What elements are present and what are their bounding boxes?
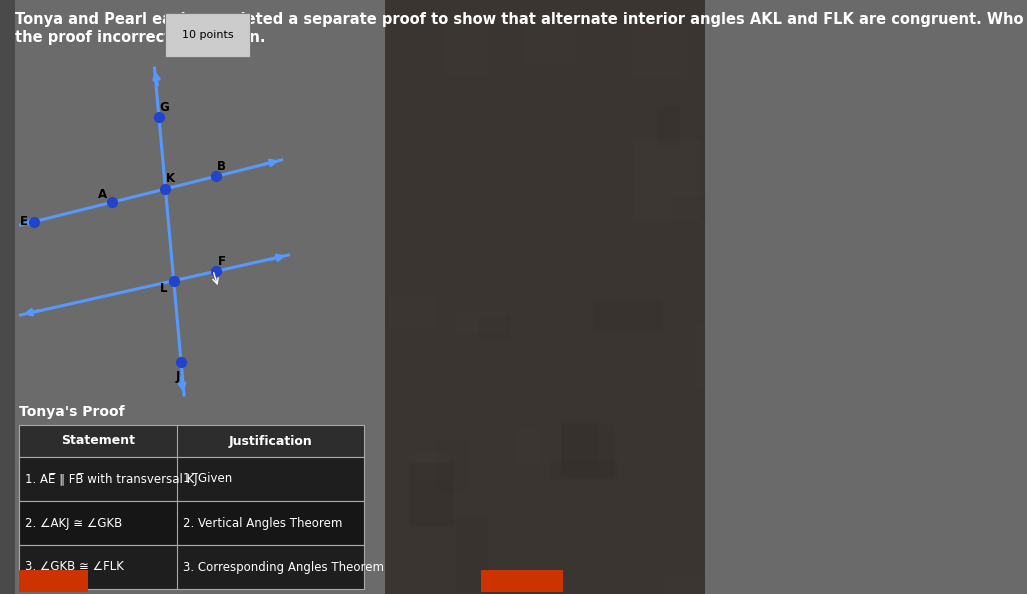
Text: L: L: [160, 282, 167, 295]
FancyBboxPatch shape: [657, 106, 680, 148]
FancyBboxPatch shape: [384, 0, 706, 594]
Text: Tonya's Proof: Tonya's Proof: [20, 405, 125, 419]
Text: B: B: [218, 160, 226, 173]
Text: K: K: [166, 172, 176, 185]
FancyBboxPatch shape: [434, 440, 469, 492]
FancyBboxPatch shape: [20, 457, 364, 501]
FancyBboxPatch shape: [671, 197, 736, 220]
Text: 1. AE̅ ∥ FB̅ with transversal KJ̅: 1. AE̅ ∥ FB̅ with transversal KJ̅: [25, 472, 197, 485]
Point: [151, 112, 167, 122]
Point: [208, 172, 225, 181]
Point: [173, 358, 189, 367]
FancyBboxPatch shape: [456, 311, 507, 333]
Text: Tonya and Pearl each completed a separate proof to show that alternate interior : Tonya and Pearl each completed a separat…: [15, 12, 1027, 27]
Point: [165, 276, 182, 286]
FancyBboxPatch shape: [0, 0, 384, 594]
Text: 3. Corresponding Angles Theorem: 3. Corresponding Angles Theorem: [183, 561, 384, 573]
FancyBboxPatch shape: [409, 463, 454, 527]
Text: 2. Vertical Angles Theorem: 2. Vertical Angles Theorem: [183, 517, 342, 529]
FancyBboxPatch shape: [694, 325, 769, 388]
FancyBboxPatch shape: [20, 545, 364, 589]
Text: J: J: [176, 370, 180, 383]
Point: [157, 184, 174, 194]
FancyBboxPatch shape: [479, 315, 510, 339]
FancyBboxPatch shape: [561, 425, 614, 478]
FancyBboxPatch shape: [549, 459, 618, 480]
Point: [26, 217, 42, 226]
Text: 1. Given: 1. Given: [183, 472, 232, 485]
FancyBboxPatch shape: [388, 298, 435, 326]
FancyBboxPatch shape: [20, 425, 364, 457]
FancyBboxPatch shape: [456, 517, 488, 592]
FancyBboxPatch shape: [561, 421, 598, 471]
Text: F: F: [218, 255, 226, 268]
Point: [207, 267, 224, 276]
Text: Justification: Justification: [229, 434, 312, 447]
FancyBboxPatch shape: [20, 501, 364, 545]
Text: the proof incorrectly? Explain.: the proof incorrectly? Explain.: [15, 30, 266, 45]
FancyBboxPatch shape: [525, 15, 575, 62]
Text: Statement: Statement: [62, 434, 136, 447]
FancyBboxPatch shape: [0, 0, 15, 594]
Text: 3. ∠GKB ≅ ∠FLK: 3. ∠GKB ≅ ∠FLK: [25, 561, 123, 573]
Text: 10 points: 10 points: [182, 30, 233, 40]
Text: A: A: [98, 188, 107, 201]
Text: G: G: [159, 100, 169, 113]
Text: E: E: [21, 215, 28, 228]
FancyBboxPatch shape: [594, 300, 662, 331]
Point: [104, 197, 120, 207]
FancyBboxPatch shape: [20, 570, 88, 592]
FancyBboxPatch shape: [519, 428, 539, 466]
Text: 2. ∠AKJ ≅ ∠GKB: 2. ∠AKJ ≅ ∠GKB: [25, 517, 122, 529]
FancyBboxPatch shape: [416, 452, 450, 481]
FancyBboxPatch shape: [481, 570, 563, 592]
FancyBboxPatch shape: [634, 141, 699, 219]
FancyBboxPatch shape: [443, 11, 489, 75]
FancyBboxPatch shape: [664, 576, 733, 594]
FancyBboxPatch shape: [632, 12, 687, 77]
